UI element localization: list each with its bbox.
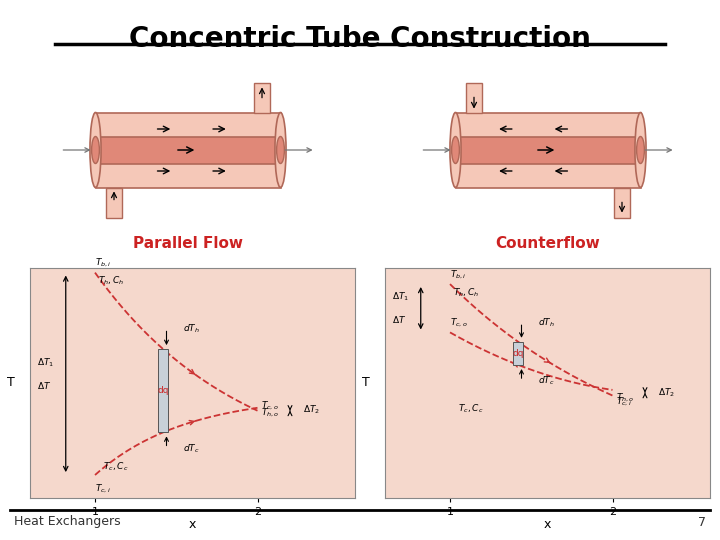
Text: $\Delta T_2$: $\Delta T_2$ [303, 403, 320, 415]
Text: $dT_h$: $dT_h$ [183, 322, 199, 335]
Text: dq: dq [158, 386, 169, 395]
Text: $T_h, C_h$: $T_h, C_h$ [454, 286, 480, 299]
Ellipse shape [636, 137, 644, 164]
Text: $T_{c,i}$: $T_{c,i}$ [616, 395, 631, 408]
Text: $\Delta T_1$: $\Delta T_1$ [37, 356, 55, 368]
Text: $\Delta T$: $\Delta T$ [37, 380, 51, 391]
Text: $dT_h$: $dT_h$ [538, 316, 554, 328]
Bar [513, 342, 523, 365]
Text: $T_{c,o}$: $T_{c,o}$ [450, 316, 468, 329]
Ellipse shape [275, 112, 286, 187]
Text: $T_c, C_c$: $T_c, C_c$ [103, 460, 129, 472]
Text: $T_{c,i}$: $T_{c,i}$ [95, 483, 111, 495]
Text: $T_{c,o}$: $T_{c,o}$ [261, 400, 279, 411]
Text: $T_{b,i}$: $T_{b,i}$ [95, 257, 112, 269]
Bar [158, 349, 168, 433]
Text: $\Delta T_2$: $\Delta T_2$ [658, 387, 675, 399]
Ellipse shape [91, 137, 99, 164]
Text: $T_{b,i}$: $T_{b,i}$ [450, 268, 467, 281]
Text: Counterflow: Counterflow [495, 235, 600, 251]
Text: $\Delta T$: $\Delta T$ [392, 314, 406, 325]
Text: dq: dq [513, 349, 524, 358]
Text: $T_c, C_c$: $T_c, C_c$ [458, 402, 484, 415]
Text: $\Delta T_1$: $\Delta T_1$ [392, 291, 410, 303]
Text: T: T [6, 376, 14, 389]
Bar [456, 137, 641, 164]
Bar [254, 83, 270, 112]
X-axis label: x: x [544, 518, 552, 531]
X-axis label: x: x [189, 518, 196, 531]
Bar [106, 187, 122, 218]
Text: 7: 7 [698, 516, 706, 529]
Ellipse shape [635, 112, 646, 187]
Bar [96, 137, 281, 164]
Text: $dT_c$: $dT_c$ [538, 375, 554, 387]
Ellipse shape [90, 112, 101, 187]
Text: $dT_c$: $dT_c$ [183, 442, 199, 455]
Text: $T_h, C_h$: $T_h, C_h$ [98, 275, 125, 287]
Bar [456, 112, 641, 187]
Ellipse shape [276, 137, 284, 164]
Text: Concentric Tube Construction: Concentric Tube Construction [129, 25, 591, 53]
Ellipse shape [451, 137, 459, 164]
Bar [466, 83, 482, 112]
Text: T: T [361, 376, 369, 389]
Text: $T_{h,o}$: $T_{h,o}$ [261, 407, 279, 419]
Bar [614, 187, 630, 218]
Text: Parallel Flow: Parallel Flow [133, 235, 243, 251]
Text: $T_{h,o}$: $T_{h,o}$ [616, 392, 634, 404]
Bar [96, 112, 281, 187]
Ellipse shape [450, 112, 461, 187]
Text: Heat Exchangers: Heat Exchangers [14, 516, 121, 529]
